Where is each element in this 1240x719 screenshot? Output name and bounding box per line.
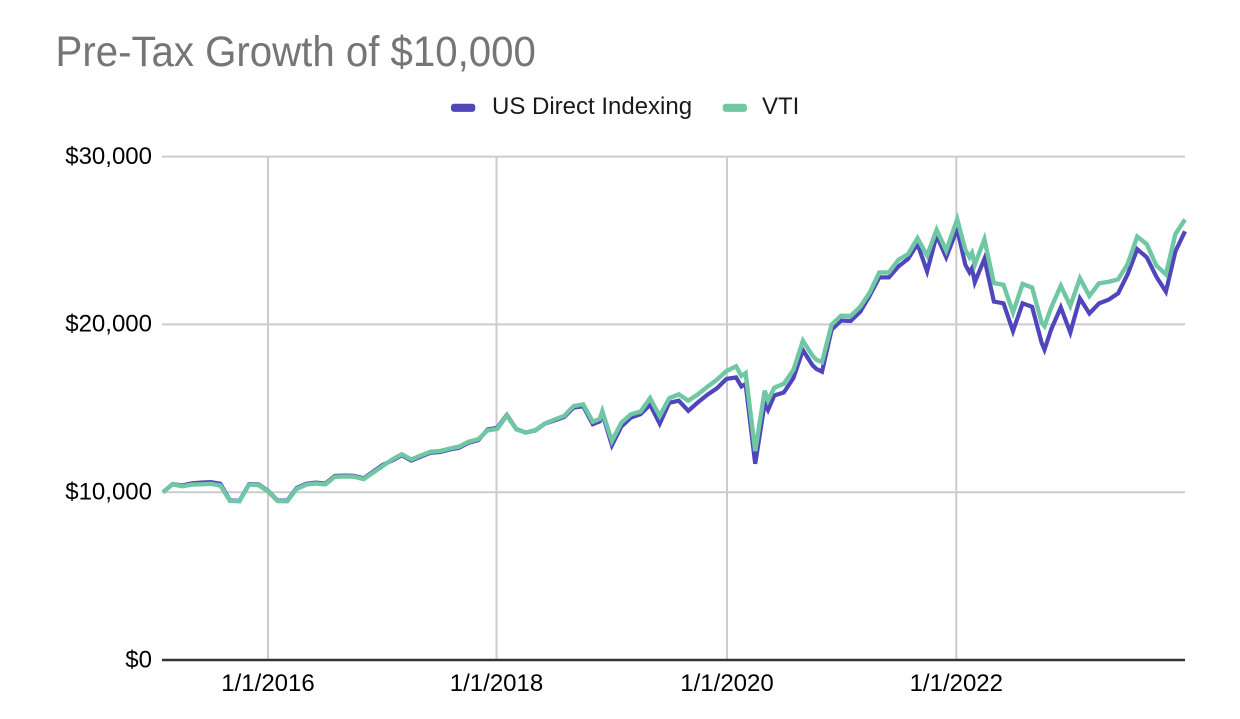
svg-text:$30,000: $30,000 bbox=[65, 143, 152, 170]
svg-text:$20,000: $20,000 bbox=[65, 311, 152, 338]
svg-text:Pre-Tax Growth of $10,000: Pre-Tax Growth of $10,000 bbox=[56, 27, 536, 76]
svg-text:US Direct Indexing: US Direct Indexing bbox=[492, 93, 692, 120]
svg-text:1/1/2018: 1/1/2018 bbox=[450, 670, 543, 697]
svg-text:1/1/2016: 1/1/2016 bbox=[221, 670, 314, 697]
svg-text:$0: $0 bbox=[125, 646, 152, 673]
svg-text:1/1/2020: 1/1/2020 bbox=[680, 670, 773, 697]
svg-text:1/1/2022: 1/1/2022 bbox=[910, 670, 1003, 697]
svg-text:$10,000: $10,000 bbox=[65, 479, 152, 506]
svg-text:VTI: VTI bbox=[762, 93, 799, 120]
